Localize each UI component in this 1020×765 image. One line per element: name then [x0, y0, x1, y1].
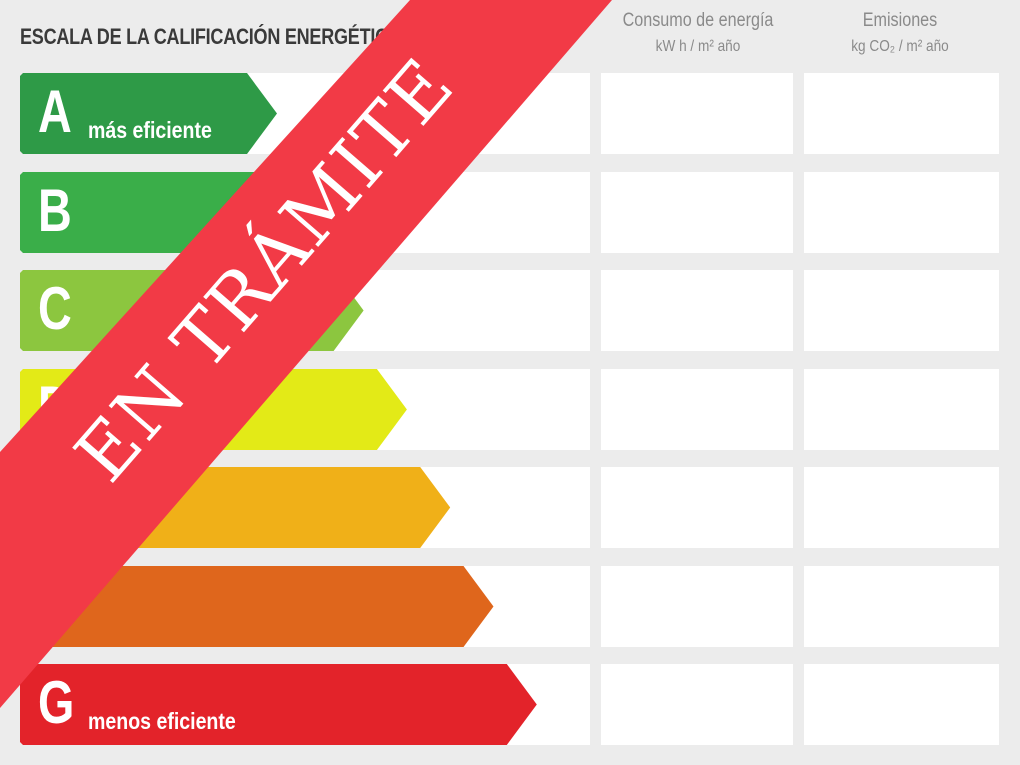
emissions-value-cell	[804, 368, 999, 450]
rating-letter: B	[38, 176, 72, 244]
energy-value-cell	[601, 73, 793, 154]
rating-cell	[376, 368, 590, 450]
rating-description: menos eficiente	[88, 708, 236, 734]
column-header-emissions: Emisiones kg CO₂ / m² año	[815, 8, 985, 60]
emissions-value-cell	[804, 565, 999, 647]
energy-value-cell	[601, 467, 793, 548]
emissions-value-cell	[804, 270, 999, 351]
energy-value-cell	[601, 270, 793, 351]
energy-value-cell	[601, 171, 793, 253]
column-header-energy: Consumo de energía kW h / m² año	[613, 8, 783, 60]
emissions-value-cell	[804, 171, 999, 253]
rating-letter: C	[38, 275, 72, 342]
emissions-value-cell	[804, 73, 999, 154]
column-emissions-label: Emisiones	[862, 10, 938, 31]
column-energy-unit: kW h / m² año	[655, 38, 741, 55]
emissions-value-cell	[804, 664, 999, 745]
rating-letter: G	[38, 669, 75, 736]
rating-description: más eficiente	[88, 117, 212, 143]
rating-row-f: F	[0, 565, 1020, 647]
banner-stripe	[0, 0, 612, 708]
rating-row-g: G menos eficiente	[0, 664, 1020, 745]
rating-arrow	[20, 565, 494, 647]
energy-value-cell	[601, 664, 793, 745]
emissions-value-cell	[804, 467, 999, 548]
rating-arrow	[20, 664, 537, 745]
energy-value-cell	[601, 565, 793, 647]
column-emissions-unit: kg CO₂ / m² año	[851, 38, 949, 55]
rating-letter: A	[38, 78, 72, 145]
rating-bar: G menos eficiente	[20, 664, 538, 745]
rating-arrow	[20, 73, 277, 154]
energy-value-cell	[601, 368, 793, 450]
rating-cell	[333, 270, 590, 351]
rating-bar: A más eficiente	[20, 73, 278, 154]
scale-title: ESCALA DE LA CALIFICACIÓN ENERGÉTICA	[20, 24, 401, 49]
column-energy-label: Consumo de energía	[622, 10, 774, 31]
